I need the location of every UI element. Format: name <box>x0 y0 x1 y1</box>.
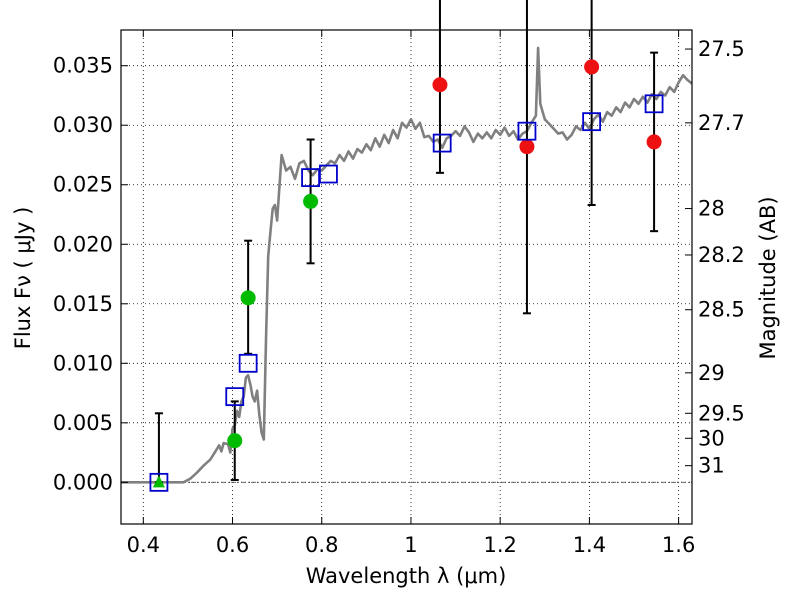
y-tick-label: 0.015 <box>53 292 113 316</box>
x-tick-label: 0.4 <box>127 533 160 557</box>
y2-tick-label: 31 <box>698 454 725 478</box>
x-tick-label: 1.6 <box>662 533 695 557</box>
y-tick-label: 0.010 <box>53 351 113 375</box>
y-tick-label: 0.030 <box>53 113 113 137</box>
y2-tick-labels: 27.5 27.7 28 28.2 28.5 29 29.530 31 <box>698 37 745 478</box>
data-point-circle <box>519 139 535 155</box>
data-point-circle <box>240 290 256 306</box>
axis-ticks <box>121 30 692 524</box>
y2-tick-label: 28.2 <box>698 243 745 267</box>
spectrum-polyline <box>121 46 693 484</box>
y-tick-label: 0.025 <box>53 173 113 197</box>
data-point-circle <box>432 77 448 93</box>
y-tick-label: 0.005 <box>53 411 113 435</box>
model-point-square <box>644 94 664 114</box>
y2-tick-label: 29 <box>698 361 725 385</box>
model-point-square <box>225 387 245 407</box>
error-bars <box>154 0 659 484</box>
data-point-circle <box>584 59 600 75</box>
data-point-circle <box>227 433 243 449</box>
y2-tick-label: 28 <box>698 197 725 221</box>
x-tick-label: 1.4 <box>573 533 606 557</box>
spectrum-line <box>121 46 693 484</box>
y-axis-label: Flux Fν ( μJy ) <box>11 207 35 350</box>
y2-tick-label: 30 <box>698 426 725 450</box>
data-point-triangle <box>152 475 165 488</box>
y-tick-labels: 0.000 0.005 0.010 0.015 0.020 0.025 0.030 0.035 <box>53 54 113 495</box>
y2-tick-label: 27.5 <box>698 37 745 61</box>
y-tick-label: 0.020 <box>53 232 113 256</box>
y-tick-label: 0.000 <box>53 470 113 494</box>
model-point-square <box>432 133 452 153</box>
model-point-square <box>582 112 602 132</box>
x-tick-label: 0.8 <box>305 533 338 557</box>
y2-tick-label: 28.5 <box>698 298 745 322</box>
y2-tick-label: 27.7 <box>698 111 745 135</box>
model-point-square <box>238 353 258 373</box>
y2-tick-label: 29.5 <box>698 401 745 425</box>
data-point-circle <box>646 134 662 150</box>
model-point-square <box>319 164 338 184</box>
grid-lines <box>121 30 692 524</box>
data-markers <box>149 59 664 492</box>
x-tick-label: 1.2 <box>483 533 516 557</box>
x-axis-label: Wavelength λ (μm) <box>306 564 507 588</box>
data-point-circle <box>303 193 319 209</box>
y-tick-label: 0.035 <box>53 54 113 78</box>
y2-axis-label: Magnitude (AB) <box>756 196 780 359</box>
x-tick-label: 0.6 <box>216 533 249 557</box>
plot-frame <box>120 29 693 525</box>
x-tick-label: 1 <box>404 533 417 557</box>
model-point-square <box>517 121 537 141</box>
x-tick-labels: 0.4 0.6 0.8 1 1.2 1.4 1.6 <box>127 533 696 557</box>
model-point-square <box>149 472 169 492</box>
